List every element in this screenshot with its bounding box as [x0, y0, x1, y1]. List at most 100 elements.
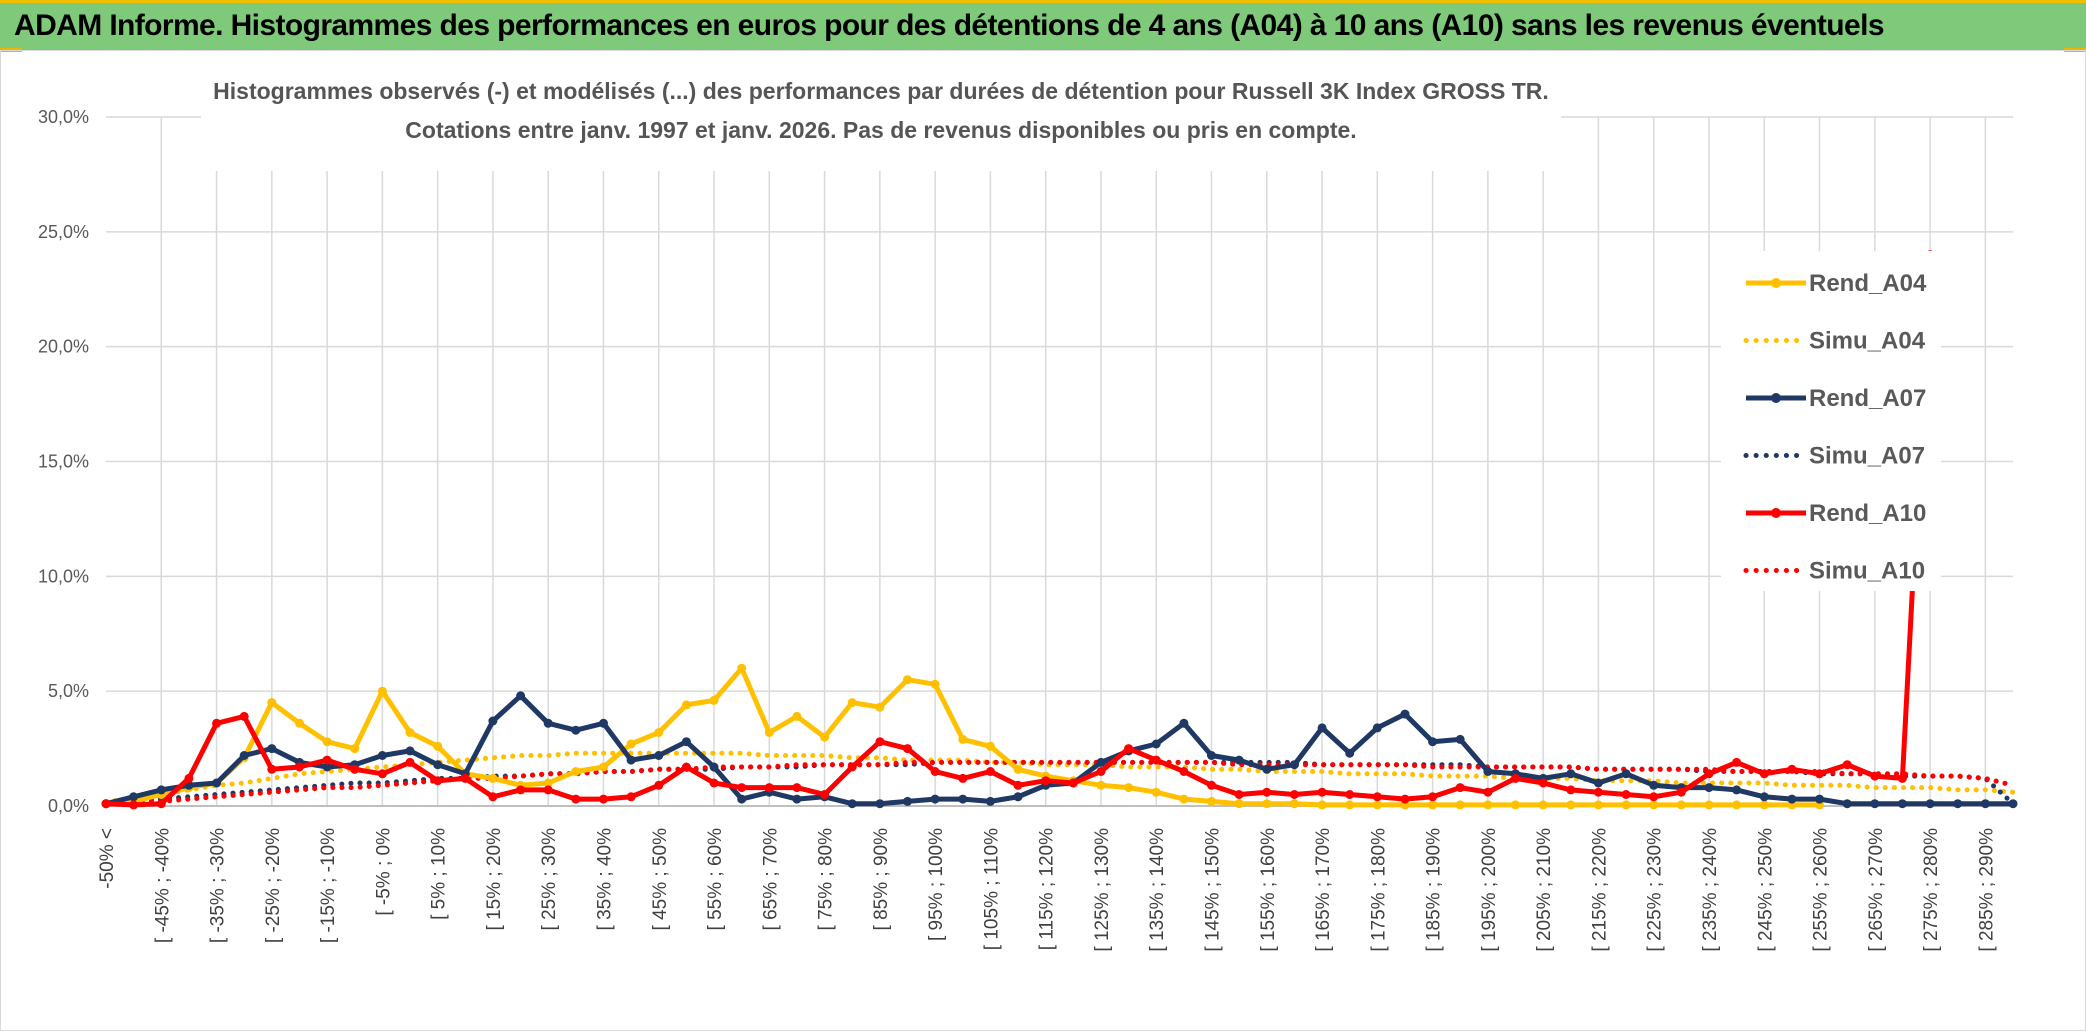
data-point [1179, 767, 1189, 776]
data-point [1511, 773, 1520, 783]
data-point [1621, 800, 1631, 810]
data-point [1317, 800, 1327, 810]
y-tick-label: 0,0% [48, 796, 89, 816]
data-point [1676, 787, 1686, 797]
data-point [875, 737, 885, 747]
x-tick-label: [ 265% ; 270% [1866, 828, 1887, 952]
x-tick-label: [ 235% ; 240% [1700, 828, 1721, 952]
x-axis: -50% < [ -45% ; -40% [ -35% ; -30% [ -25% ;… [97, 805, 2013, 952]
x-tick-label: [ -45% ; -40% [152, 828, 173, 943]
data-point [930, 679, 940, 689]
x-tick-label: [ 45% ; 50% [650, 828, 671, 931]
x-tick-label: [ 285% ; 290% [1976, 828, 1997, 952]
y-tick-label: 5,0% [48, 681, 89, 701]
data-point [764, 728, 774, 737]
data-point [1566, 769, 1576, 779]
data-point [460, 773, 470, 783]
data-point [875, 702, 885, 712]
y-tick-label: 30,0% [38, 107, 89, 127]
data-point [1013, 792, 1023, 802]
legend: Rend_A04 Simu_A04 Rend_A07 Simu_A07 Rend_A10… [1721, 251, 1941, 591]
x-tick-label: [ 175% ; 180% [1368, 828, 1389, 952]
data-point [792, 783, 802, 793]
data-point [405, 728, 415, 737]
series-line-rend-a10 [105, 254, 1933, 808]
data-point [1483, 787, 1493, 797]
data-point [184, 773, 194, 783]
data-point [1151, 755, 1161, 765]
data-point [1842, 760, 1852, 770]
data-point [1124, 744, 1134, 754]
data-point [1593, 800, 1603, 810]
data-point [1234, 799, 1244, 809]
data-point [1787, 794, 1797, 804]
data-point [1345, 790, 1355, 799]
data-point [377, 686, 387, 696]
data-point [1400, 794, 1410, 804]
data-point [1068, 778, 1078, 788]
data-point [681, 737, 691, 747]
y-axis: 0,0% 5,0% 10,0% 15,0% 20,0% 25,0% 30,0% [38, 107, 89, 816]
data-point [488, 773, 498, 783]
data-point [930, 767, 940, 776]
x-tick-label: [ -25% ; -20% [263, 828, 284, 943]
data-point [764, 783, 774, 793]
data-point [1317, 787, 1327, 797]
data-point [543, 785, 553, 795]
x-tick-label: [ 195% ; 200% [1479, 828, 1500, 952]
x-tick-label: [ 15% ; 20% [484, 828, 505, 931]
data-point [1096, 757, 1106, 767]
data-point [1428, 792, 1438, 802]
x-tick-label: [ 255% ; 260% [1811, 828, 1832, 952]
x-tick-label: [ 165% ; 170% [1313, 828, 1334, 952]
data-point [350, 744, 360, 754]
legend-label: Rend_A04 [1809, 270, 1927, 297]
data-point [322, 762, 332, 772]
data-point [1980, 799, 1990, 809]
x-tick-label: [ 115% ; 120% [1037, 828, 1058, 950]
data-point [958, 734, 968, 744]
data-point [543, 778, 553, 788]
data-point [350, 764, 360, 774]
x-tick-label: [ 145% ; 150% [1203, 828, 1224, 952]
legend-marker [1771, 278, 1781, 288]
data-point [488, 716, 498, 726]
x-tick-label: [ 105% ; 110% [981, 828, 1002, 950]
line-chart: 0,0% 5,0% 10,0% 15,0% 20,0% 25,0% 30,0% -50% <… [38, 78, 2018, 952]
data-point [1787, 764, 1797, 774]
data-point [820, 732, 830, 742]
data-point [681, 700, 691, 710]
data-point [1041, 776, 1051, 786]
x-tick-label: [ 205% ; 210% [1534, 828, 1555, 952]
data-point [1649, 780, 1659, 790]
data-point [1124, 783, 1134, 793]
data-point [1649, 800, 1659, 810]
data-point [1234, 790, 1244, 799]
data-point [1151, 787, 1161, 797]
data-point [488, 792, 498, 802]
legend-box [1721, 251, 1941, 591]
data-point [267, 698, 277, 708]
data-point [737, 783, 747, 793]
x-tick-label: [ 55% ; 60% [705, 828, 726, 931]
data-point [1096, 767, 1106, 776]
data-point [1372, 723, 1382, 733]
legend-label: Rend_A10 [1809, 500, 1926, 527]
data-point [1234, 755, 1244, 765]
data-point [709, 778, 719, 788]
data-point [405, 746, 415, 756]
data-point [516, 691, 526, 701]
data-point [1566, 785, 1576, 795]
data-point [903, 675, 912, 685]
data-point [239, 711, 249, 721]
x-tick-label: -50% < [97, 828, 118, 889]
data-point [737, 794, 747, 804]
data-point [1483, 767, 1493, 776]
data-point [129, 792, 139, 802]
data-point [1483, 800, 1493, 810]
data-point [875, 799, 885, 809]
x-tick-label: [ 215% ; 220% [1589, 828, 1610, 952]
data-point [1428, 737, 1438, 747]
legend-label: Simu_A04 [1809, 328, 1926, 355]
data-point [1428, 800, 1438, 810]
